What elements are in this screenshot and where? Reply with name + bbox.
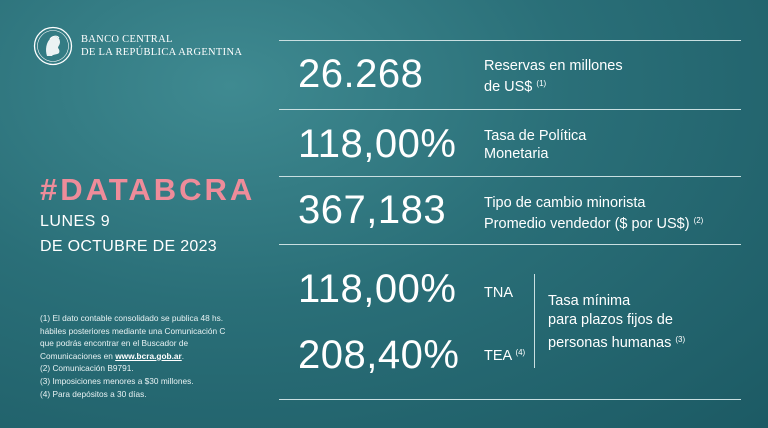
reservas-value: 26.268 — [298, 52, 424, 96]
divider-2 — [279, 176, 741, 177]
footnote-1-line1: (1) El dato contable consolidado se publ… — [40, 313, 224, 323]
date-full: DE OCTUBRE DE 2023 — [40, 238, 218, 255]
plazo-fijo-label: Tasa mínima para plazos fijos de persona… — [548, 292, 685, 353]
footnote-1-suffix: . — [181, 350, 185, 361]
tipo-cambio-note-ref: (2) — [693, 216, 704, 225]
tipo-cambio-label-unit: Promedio vendedor ($ por US$) — [484, 216, 690, 232]
tea-label: TEA (4) — [484, 348, 525, 364]
bcra-logo: BANCO CENTRAL DE LA REPÚBLICA ARGENTINA — [33, 26, 242, 66]
vertical-divider — [534, 274, 535, 368]
reservas-note-ref: (1) — [536, 79, 547, 88]
footnotes: (1) El dato contable consolidado se publ… — [40, 312, 280, 400]
footnote-1-line4: Comunicaciones en www.bcra.gob.ar. — [40, 350, 280, 363]
tna-label: TNA — [484, 285, 513, 301]
date-weekday: LUNES 9 — [40, 213, 111, 230]
footnote-2: (2) Comunicación B9791. — [40, 363, 134, 374]
footnote-1-line2: hábiles posteriores mediante una Comunic… — [40, 325, 226, 336]
hashtag-databcra: #DATABCRA — [40, 172, 256, 207]
divider-top — [279, 40, 741, 41]
footnote-1-prefix: Comunicaciones en — [40, 350, 116, 361]
footnote-3: (3) Imposiciones menores a $30 millones. — [40, 375, 194, 386]
tea-label-text: TEA — [484, 348, 512, 364]
bank-name-line1: BANCO CENTRAL — [81, 34, 173, 45]
tasa-politica-label-line1: Tasa de Política — [484, 128, 587, 144]
plazo-fijo-line2: para plazos fijos de — [548, 312, 673, 328]
footnote-1-line3: que podrás encontrar en el Buscador de — [40, 338, 189, 349]
tipo-cambio-label-line1: Tipo de cambio minorista — [484, 195, 646, 211]
tea-note-ref: (4) — [515, 348, 526, 357]
tasa-politica-label-line2: Monetaria — [484, 146, 549, 162]
plazo-fijo-line3-text: personas humanas — [548, 335, 672, 351]
reservas-label: Reservas en millones de US$ (1) — [484, 57, 623, 96]
plazo-fijo-line3: personas humanas (3) — [548, 330, 685, 353]
divider-1 — [279, 109, 741, 110]
bcra-seal-icon — [33, 26, 73, 66]
reservas-label-unit: de US$ — [484, 79, 533, 95]
bank-name-line2: DE LA REPÚBLICA ARGENTINA — [81, 47, 243, 58]
divider-bottom — [279, 399, 741, 400]
footnote-4: (4) Para depósitos a 30 días. — [40, 388, 147, 399]
bcra-website-link[interactable]: www.bcra.gob.ar — [115, 350, 182, 361]
tipo-cambio-label: Tipo de cambio minorista Promedio vended… — [484, 194, 703, 233]
reservas-label-line1: Reservas en millones — [484, 58, 623, 74]
reservas-label-line2: de US$ (1) — [484, 75, 623, 96]
tipo-cambio-label-line2: Promedio vendedor ($ por US$) (2) — [484, 212, 703, 233]
tasa-politica-value: 118,00% — [298, 122, 457, 166]
tea-value: 208,40% — [298, 333, 460, 377]
divider-3 — [279, 244, 741, 245]
tipo-cambio-value: 367,183 — [298, 188, 447, 232]
tasa-politica-label: Tasa de Política Monetaria — [484, 127, 586, 163]
bank-name: BANCO CENTRAL DE LA REPÚBLICA ARGENTINA — [81, 33, 242, 59]
plazo-fijo-note-ref: (3) — [675, 335, 686, 344]
plazo-fijo-line1: Tasa mínima — [548, 293, 631, 309]
tna-value: 118,00% — [298, 267, 457, 311]
